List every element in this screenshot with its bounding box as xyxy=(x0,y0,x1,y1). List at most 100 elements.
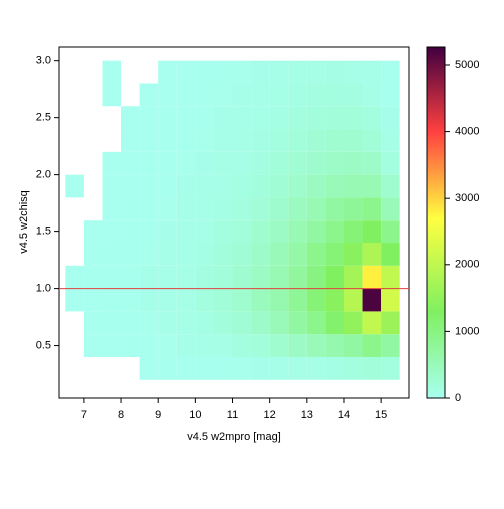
cell xyxy=(381,174,400,198)
cell xyxy=(195,129,214,152)
cell xyxy=(213,243,233,266)
cell xyxy=(381,197,400,221)
cell xyxy=(306,220,326,244)
cell xyxy=(251,197,270,221)
cell xyxy=(306,334,326,357)
cell xyxy=(139,356,159,380)
cell xyxy=(83,334,103,357)
cell xyxy=(121,334,140,357)
cell xyxy=(102,60,122,84)
colorbar-tick-label: 4000 xyxy=(455,125,479,137)
cell xyxy=(139,83,159,107)
cell xyxy=(65,265,84,289)
cell xyxy=(306,288,326,312)
cell xyxy=(306,174,326,198)
cell xyxy=(195,151,214,175)
cell xyxy=(102,83,122,107)
cell xyxy=(176,265,196,289)
cell xyxy=(288,197,307,221)
cell xyxy=(343,83,363,107)
y-tick-label: 0.5 xyxy=(36,339,51,351)
cell xyxy=(381,243,400,266)
cell xyxy=(232,265,252,289)
cell xyxy=(158,311,177,335)
cell xyxy=(213,197,233,221)
y-tick-label: 1.0 xyxy=(36,283,51,295)
cell xyxy=(195,243,214,266)
cell xyxy=(102,288,122,312)
cell xyxy=(139,265,159,289)
cell xyxy=(325,288,344,312)
cell xyxy=(343,197,363,221)
cell xyxy=(343,129,363,152)
cell xyxy=(381,265,400,289)
cell xyxy=(176,174,196,198)
cell xyxy=(139,197,159,221)
x-tick-label: 9 xyxy=(155,409,161,421)
cell xyxy=(158,334,177,357)
cell xyxy=(195,334,214,357)
cell xyxy=(269,334,289,357)
cell xyxy=(362,151,382,175)
cell xyxy=(232,334,252,357)
cell xyxy=(288,151,307,175)
cell xyxy=(121,243,140,266)
cell xyxy=(362,356,382,380)
cell xyxy=(288,356,307,380)
cell xyxy=(325,106,344,130)
cell xyxy=(232,60,252,84)
cell xyxy=(213,129,233,152)
cell xyxy=(269,243,289,266)
cell xyxy=(381,83,400,107)
cell xyxy=(325,60,344,84)
cell xyxy=(269,174,289,198)
cell xyxy=(176,311,196,335)
cell xyxy=(381,334,400,357)
colorbar-tick-label: 0 xyxy=(455,392,461,404)
cell xyxy=(139,220,159,244)
cell xyxy=(306,197,326,221)
cell xyxy=(139,311,159,335)
cell xyxy=(213,220,233,244)
cell xyxy=(213,151,233,175)
cell xyxy=(158,151,177,175)
cell xyxy=(232,106,252,130)
cell xyxy=(102,243,122,266)
cell xyxy=(83,220,103,244)
cell xyxy=(306,243,326,266)
cell xyxy=(381,151,400,175)
cell xyxy=(176,243,196,266)
cell xyxy=(288,334,307,357)
cell xyxy=(232,243,252,266)
cell xyxy=(343,311,363,335)
cell xyxy=(306,265,326,289)
cell xyxy=(213,288,233,312)
cell xyxy=(381,356,400,380)
cell xyxy=(269,311,289,335)
cell xyxy=(83,311,103,335)
cell xyxy=(269,106,289,130)
cell xyxy=(158,356,177,380)
cell xyxy=(139,129,159,152)
cell xyxy=(195,220,214,244)
cell xyxy=(269,356,289,380)
cell xyxy=(158,83,177,107)
cell xyxy=(306,83,326,107)
cell xyxy=(121,151,140,175)
cells xyxy=(65,60,400,380)
cell xyxy=(343,288,363,312)
cell xyxy=(251,311,270,335)
cell xyxy=(343,265,363,289)
y-tick-label: 3.0 xyxy=(36,55,51,67)
x-tick-label: 13 xyxy=(301,409,313,421)
cell xyxy=(158,60,177,84)
y-tick-label: 1.5 xyxy=(36,226,51,238)
cell xyxy=(65,174,84,198)
cell xyxy=(83,265,103,289)
cell xyxy=(288,243,307,266)
cell xyxy=(306,356,326,380)
cell xyxy=(251,151,270,175)
cell xyxy=(325,197,344,221)
cell xyxy=(362,60,382,84)
cell xyxy=(195,311,214,335)
